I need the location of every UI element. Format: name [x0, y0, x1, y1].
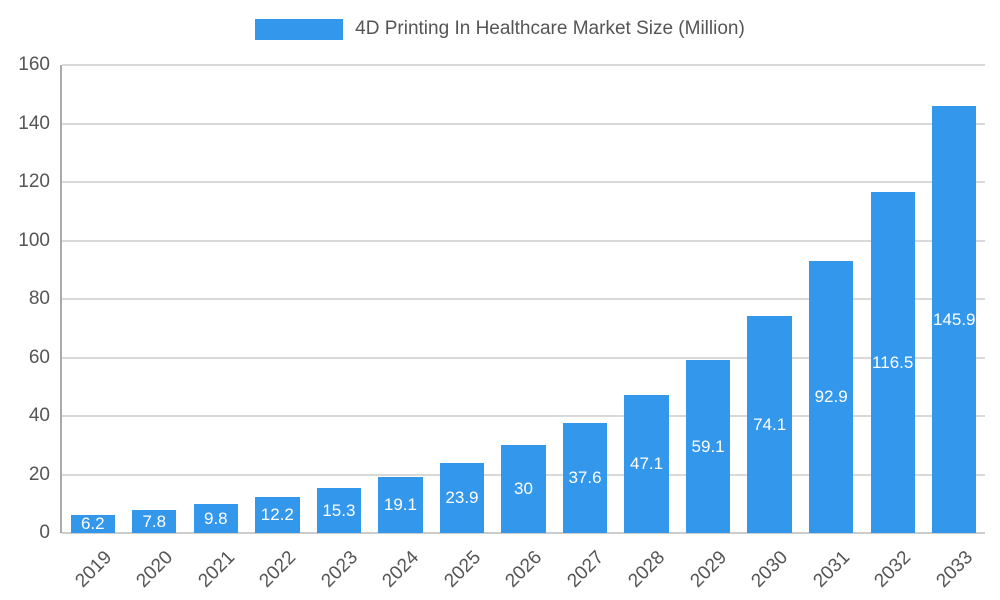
x-axis-tick-label: 2032 [870, 547, 916, 592]
x-axis-tick-label: 2033 [932, 547, 978, 592]
y-axis-tick-label: 100 [18, 229, 50, 251]
gridline [62, 415, 985, 417]
y-axis-tick-label: 80 [28, 288, 50, 309]
bar-value-label: 59.1 [691, 436, 725, 456]
x-axis-tick-label: 2028 [624, 547, 670, 592]
bar-value-label: 15.3 [322, 500, 356, 520]
gridline [62, 356, 985, 359]
bar: 9.8 [193, 504, 238, 533]
x-axis-tick-label: 2020 [132, 547, 178, 592]
gridline [62, 64, 985, 66]
y-axis-line [60, 65, 62, 533]
x-axis-tick-label: 2025 [440, 547, 485, 592]
x-axis-tick-label: 2029 [686, 547, 731, 592]
x-axis-line [62, 532, 985, 534]
y-axis-tick-label: 40 [28, 405, 50, 426]
x-axis-tick-label: 2030 [747, 547, 793, 592]
y-axis-tick-label: 160 [18, 54, 50, 75]
bar-value-label: 47.1 [630, 454, 664, 474]
bar: 59.1 [685, 360, 731, 533]
bar: 47.1 [624, 395, 669, 533]
bar: 7.8 [132, 510, 177, 533]
chart-legend: 4D Printing In Healthcare Market Size (M… [0, 18, 1000, 40]
bar: 23.9 [439, 463, 485, 533]
gridline [62, 122, 985, 125]
bar-value-label: 7.8 [142, 511, 167, 531]
chart-title: 4D Printing In Healthcare Market Size (M… [355, 18, 745, 39]
x-axis-tick-label: 2026 [501, 547, 547, 592]
bar: 145.9 [932, 106, 977, 533]
y-axis-tick-label: 20 [28, 463, 50, 485]
bar-value-label: 9.8 [204, 508, 228, 528]
y-axis-tick-label: 120 [18, 171, 50, 192]
x-axis-tick-label: 2019 [70, 547, 116, 592]
gridline [62, 239, 985, 242]
bar: 37.6 [562, 423, 608, 533]
bar: 12.2 [255, 497, 300, 533]
bar-value-label: 30 [514, 479, 533, 499]
gridline [62, 298, 985, 300]
bar: 30 [501, 445, 546, 533]
bar-value-label: 23.9 [445, 488, 479, 508]
bar: 15.3 [316, 488, 362, 533]
bar-value-label: 6.2 [80, 513, 105, 533]
bar-value-label: 145.9 [932, 309, 976, 329]
bar-value-label: 12.2 [260, 505, 294, 525]
x-axis-tick-label: 2024 [378, 547, 424, 592]
bar-value-label: 92.9 [814, 387, 848, 407]
bar-value-label: 74.1 [753, 414, 787, 434]
y-axis-tick-label: 60 [28, 346, 50, 368]
gridline [62, 181, 985, 183]
x-axis-tick-label: 2022 [255, 547, 301, 592]
y-axis-tick-label: 140 [18, 112, 50, 134]
x-axis-tick-label: 2021 [193, 547, 239, 592]
bar-value-label: 37.6 [568, 468, 602, 487]
x-axis-tick-label: 2031 [809, 547, 855, 592]
x-axis-tick-label: 2027 [563, 547, 608, 592]
x-axis-tick-label: 2023 [317, 547, 362, 592]
bar: 116.5 [870, 192, 915, 533]
bar: 74.1 [747, 316, 792, 533]
bar: 6.2 [70, 513, 115, 533]
bar-value-label: 116.5 [872, 352, 914, 372]
y-axis-tick-label: 0 [39, 522, 50, 543]
legend-swatch [255, 18, 344, 40]
bar-value-label: 19.1 [383, 495, 417, 515]
bar: 92.9 [809, 261, 854, 533]
bar: 19.1 [378, 477, 423, 533]
